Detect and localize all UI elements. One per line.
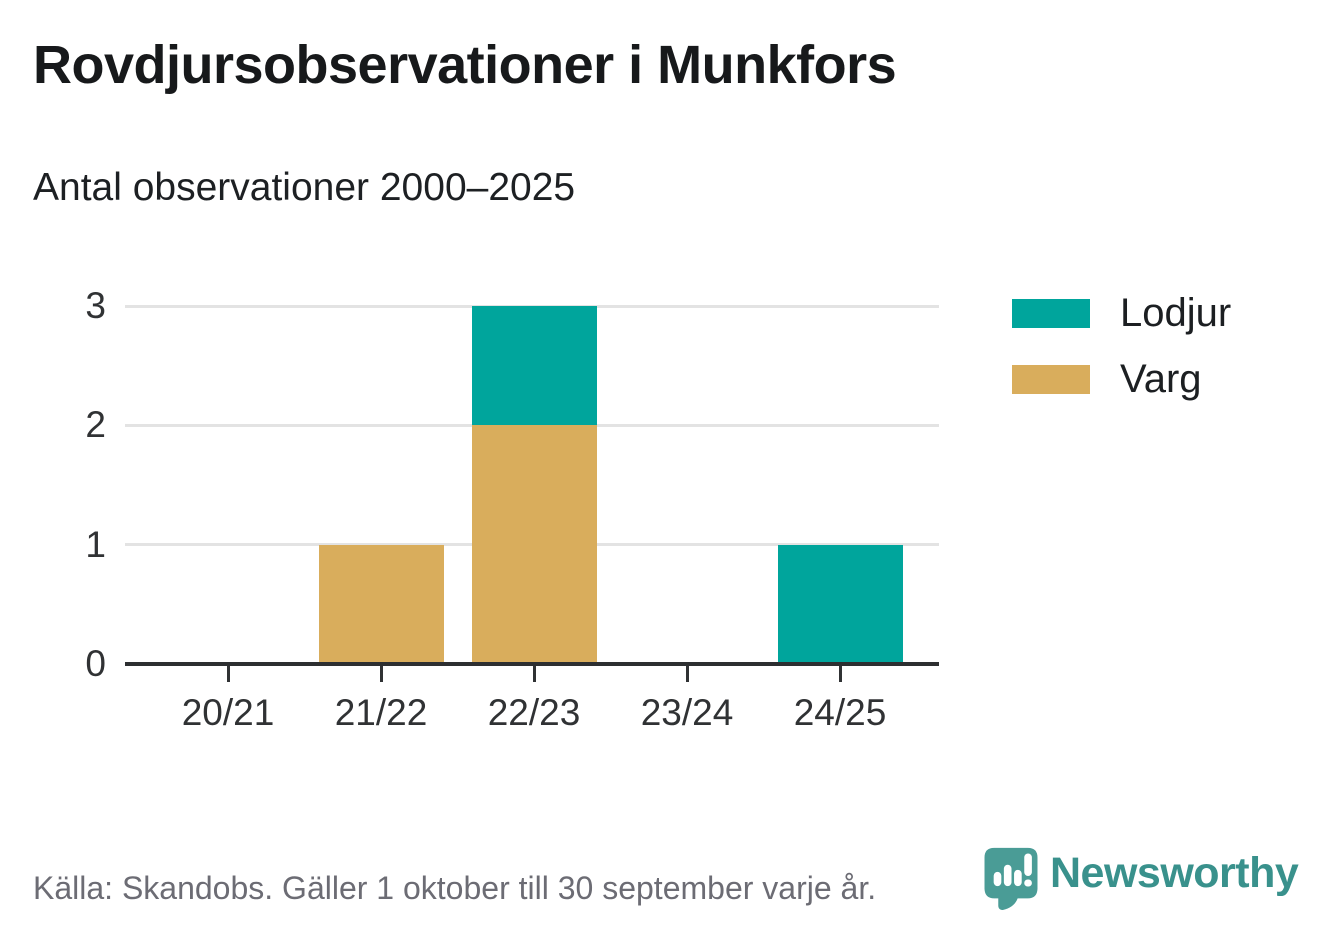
chart-subtitle: Antal observationer 2000–2025 [33, 166, 576, 209]
legend-label-lodjur: Lodjur [1120, 291, 1232, 335]
newsworthy-logo-text: Newsworthy [1050, 849, 1299, 897]
legend-swatch-varg [1012, 364, 1090, 394]
source-note: Källa: Skandobs. Gäller 1 oktober till 3… [33, 870, 877, 906]
x-axis-tick-label: 22/23 [487, 692, 581, 733]
bar-segment-lodjur-22-23 [471, 306, 597, 426]
x-axis-tick [685, 664, 689, 682]
page-title: Rovdjursobservationer i Munkfors [33, 35, 897, 95]
y-axis-tick-label: 3 [85, 285, 106, 326]
y-axis-tick-label: 0 [85, 643, 106, 684]
bar-segment-lodjur-24-25 [777, 544, 903, 664]
x-axis-line [125, 662, 939, 666]
bar-segment-varg-22-23 [471, 425, 597, 664]
y-axis-tick-label: 2 [85, 404, 106, 446]
x-axis-tick [532, 664, 536, 682]
x-axis-tick-label: 21/22 [334, 692, 428, 733]
x-axis-tick [226, 664, 230, 682]
legend-swatch-lodjur [1012, 298, 1090, 328]
x-axis-tick-label: 20/21 [181, 692, 275, 733]
x-axis-tick-label: 24/25 [793, 692, 887, 733]
legend-label-varg: Varg [1120, 357, 1202, 401]
bar-segment-varg-21-22 [318, 544, 444, 664]
newsworthy-logo: Newsworthy [984, 847, 1299, 916]
chart-legend: Lodjur Varg [1012, 293, 1231, 425]
x-axis-tick [838, 664, 842, 682]
y-axis-tick-label: 1 [85, 523, 106, 565]
x-axis-tick [379, 664, 383, 682]
legend-item-lodjur: Lodjur [1012, 293, 1231, 333]
legend-item-varg: Varg [1012, 359, 1231, 399]
newsworthy-logo-icon [984, 847, 1038, 916]
x-axis-tick-label: 23/24 [640, 692, 734, 733]
